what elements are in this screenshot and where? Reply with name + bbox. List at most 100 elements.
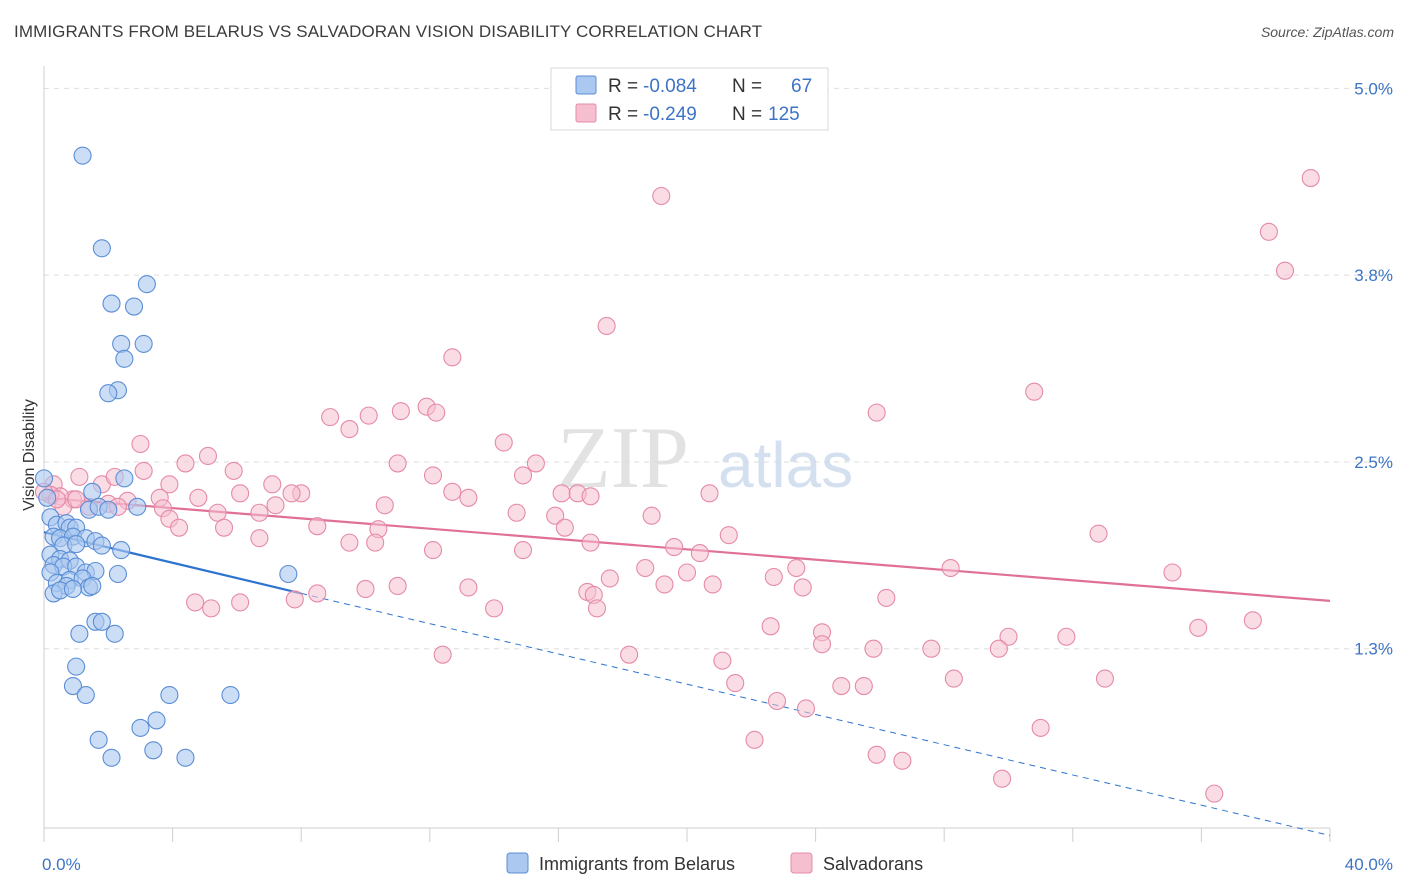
belarus-point (112, 334, 131, 353)
belarus-point (144, 741, 163, 760)
salvadorans-point (250, 529, 269, 548)
salvadorans-point (620, 645, 639, 664)
belarus-trend-line-dashed (301, 592, 1331, 836)
belarus-point (99, 500, 118, 519)
belarus-point (76, 685, 95, 705)
salvadorans-point (250, 503, 269, 522)
salvadorans-point (224, 461, 243, 480)
salvadorans-point (893, 751, 912, 770)
salvadorans-point (581, 533, 600, 552)
salvadorans-point (423, 541, 443, 560)
salvadorans-point (587, 599, 607, 618)
stats-n-value-pink: 125 (768, 104, 800, 125)
belarus-point (63, 579, 82, 598)
belarus-point (83, 482, 102, 501)
salvadorans-point (356, 579, 375, 598)
salvadorans-point (308, 517, 327, 536)
belarus-point (99, 384, 118, 403)
salvadorans-point (1095, 669, 1114, 688)
salvadorans-point (764, 567, 783, 587)
belarus-point (92, 239, 111, 258)
salvadorans-point (703, 575, 722, 594)
salvadorans-point (864, 639, 883, 658)
salvadorans-point (427, 403, 446, 422)
salvadorans-point (1259, 222, 1278, 241)
salvadorans-point (552, 484, 571, 503)
belarus-point (131, 718, 150, 737)
belarus-point (102, 748, 121, 767)
salvadorans-point (198, 446, 218, 466)
belarus-point (147, 711, 166, 730)
salvadorans-point (308, 584, 327, 603)
belarus-point (92, 612, 111, 631)
salvadorans-point (867, 403, 886, 422)
salvadorans-point (655, 575, 674, 594)
salvadorans-point (375, 496, 394, 515)
salvadorans-point (581, 487, 600, 506)
salvadorans-point (1243, 611, 1262, 630)
salvadorans-point (359, 406, 378, 425)
legend-swatch-belarus (506, 852, 529, 874)
salvadorans-point (285, 590, 304, 609)
legend-swatch-salvadorans (790, 852, 813, 874)
belarus-point (102, 294, 121, 313)
belarus-point (67, 535, 86, 554)
belarus-point (108, 564, 127, 584)
salvadorans-point (513, 466, 533, 485)
salvadorans-point (321, 408, 340, 427)
legend-label-salvadorans: Salvadorans (823, 854, 923, 874)
salvadorans-point (767, 691, 787, 711)
salvadorans-point (787, 558, 806, 578)
y-tick-label: 1.3% (1354, 640, 1393, 659)
salvadorans-point (160, 475, 179, 494)
stats-legend: R = -0.084 N = 67 R = -0.249 N = 125 (550, 67, 829, 131)
salvadorans-point (70, 467, 89, 486)
legend-label-belarus: Immigrants from Belarus (539, 854, 735, 874)
salvadorans-point (340, 420, 359, 439)
stats-n-value-blue: 67 (791, 76, 812, 97)
salvadorans-point (922, 639, 941, 658)
salvadorans-point (459, 578, 478, 597)
stats-r-label-blue: R = (608, 76, 638, 97)
salvadorans-point (266, 496, 285, 515)
salvadorans-point (1301, 169, 1320, 188)
salvadorans-point (494, 433, 513, 452)
salvadorans-point (263, 475, 282, 494)
salvadorans-point (388, 576, 407, 596)
salvadorans-point (989, 639, 1008, 658)
belarus-point (63, 677, 82, 696)
salvadorans-point (67, 490, 86, 509)
salvadorans-point (636, 558, 655, 578)
belarus-point (279, 564, 298, 584)
belarus-point (221, 685, 240, 705)
belarus-point (38, 488, 57, 507)
salvadorans-point (652, 186, 671, 206)
salvadorans-point (459, 488, 478, 507)
chart-title: IMMIGRANTS FROM BELARUS VS SALVADORAN VI… (14, 22, 763, 41)
salvadorans-point (526, 454, 545, 473)
salvadorans-point (485, 599, 504, 618)
salvadorans-point (642, 506, 661, 525)
salvadorans-point (719, 526, 738, 545)
belarus-point (115, 349, 134, 368)
salvadorans-point (600, 569, 619, 588)
salvadorans-point (713, 651, 732, 670)
salvadorans-point (555, 518, 574, 537)
stats-r-label-pink: R = (608, 104, 638, 125)
salvadorans-point (189, 488, 208, 507)
stats-n-label-blue: N = (732, 76, 762, 97)
salvadorans-point (214, 518, 234, 537)
salvadorans-point (202, 599, 221, 618)
belarus-point (128, 497, 147, 516)
salvadorans-point (690, 544, 709, 563)
salvadorans-point (1275, 261, 1295, 280)
salvadorans-point (176, 454, 195, 473)
salvadorans-point (993, 769, 1012, 788)
stats-n-label-pink: N = (732, 104, 762, 125)
salvadorans-point (1163, 563, 1182, 582)
stats-r-value-pink: -0.249 (643, 104, 697, 125)
belarus-point (70, 624, 89, 643)
salvadorans-point (745, 730, 764, 749)
trend-layer (43, 496, 1331, 836)
